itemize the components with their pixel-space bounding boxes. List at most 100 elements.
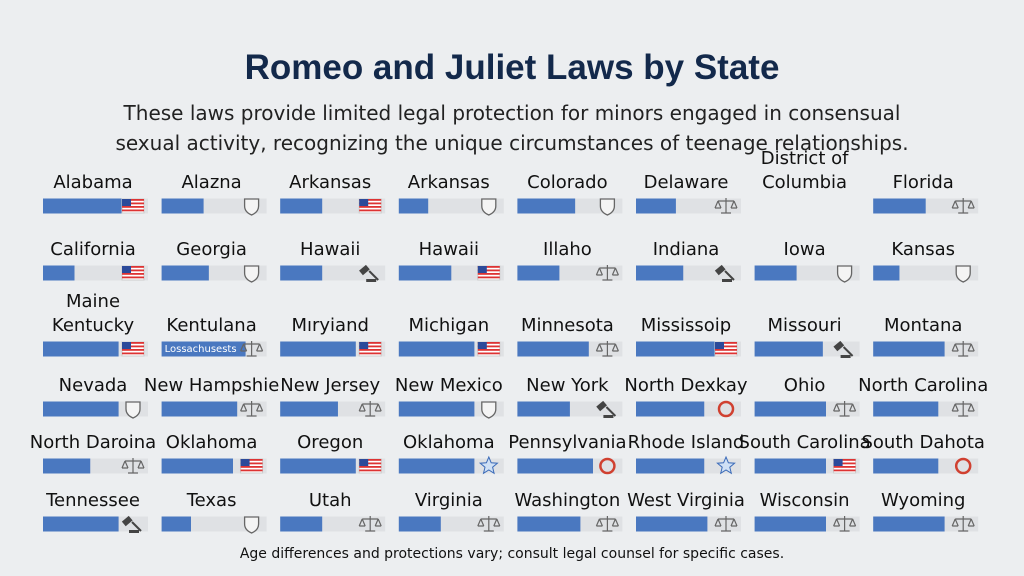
flag-stripe [122, 199, 144, 201]
state-name: Ohio [784, 375, 826, 396]
state-card: Wyoming [873, 490, 979, 532]
flag-stripe [122, 352, 144, 355]
flag-stripe [122, 209, 144, 212]
bar-fill [754, 341, 823, 357]
flag-stripe [359, 466, 382, 468]
scale-icon [714, 198, 738, 214]
state-card: Rhode Island [628, 432, 745, 475]
bar-text: Lossachusests [165, 344, 237, 355]
flag-stripe [122, 349, 144, 351]
flag-stripe [833, 469, 856, 472]
bar-fill [517, 458, 593, 474]
flag-stripe [359, 459, 382, 461]
flag-stripe [715, 349, 737, 351]
flag-stripe [122, 273, 144, 275]
shield-icon [599, 198, 616, 216]
state-name: Pennsylvania [508, 432, 626, 453]
flag-stripe [477, 352, 500, 355]
flag-stripe [477, 349, 500, 351]
scale-icon [121, 458, 145, 474]
state-card: North Daroina [30, 432, 156, 474]
gavel-icon [359, 264, 370, 276]
shield-icon [836, 265, 853, 283]
state-name: District of [761, 148, 849, 169]
state-card: Wisconsin [754, 490, 860, 532]
bar-fill [636, 198, 676, 214]
gavel-handle [605, 406, 617, 417]
state-name: Washington [515, 490, 621, 511]
ring-icon [717, 400, 735, 418]
state-card: Mississoip [636, 315, 741, 357]
bar-fill [280, 265, 323, 281]
bar-fill [873, 401, 939, 417]
bar-fill [754, 401, 826, 417]
state-card: South Dahota [861, 432, 985, 475]
bar-fill [873, 341, 945, 357]
state-name: New Mexico [395, 375, 503, 396]
flag-stripe [359, 345, 382, 348]
gavel-handle [842, 346, 854, 357]
flag-stripe [122, 202, 144, 205]
state-name: Mississoip [641, 315, 731, 336]
state-name: Kansas [891, 239, 955, 260]
scale-icon [951, 341, 975, 357]
title: Romeo and Juliet Laws by State [244, 48, 780, 87]
state-card: Texas [161, 490, 267, 534]
flag-canton [240, 459, 250, 466]
state-name: Wisconsin [760, 490, 850, 511]
scale-icon [951, 516, 975, 532]
state-name: Kentulana [166, 315, 256, 336]
state-card: Oklahoma [398, 432, 504, 475]
state-name: Kentucky [52, 315, 135, 336]
state-card: Oklahoma [161, 432, 267, 474]
bar-fill [754, 516, 826, 532]
state-card: Kentulana Lossachusests [161, 315, 267, 357]
flag-stripe [122, 345, 144, 348]
bar-fill [754, 265, 797, 281]
footer: Age differences and protections vary; co… [239, 546, 785, 562]
flag-stripe [359, 206, 382, 208]
state-card: Pennsylvania [508, 432, 627, 475]
shield-icon [125, 401, 141, 419]
gavel-handle [724, 270, 735, 281]
shield-icon [955, 265, 971, 283]
state-card: New Mexico [395, 375, 504, 419]
bar-fill [161, 458, 233, 474]
state-name: Hawaii [300, 239, 360, 260]
bar-fill [280, 401, 338, 417]
state-card: Oregon [280, 432, 386, 474]
flag-stripe [477, 269, 500, 272]
state-name: Maine [66, 291, 120, 312]
bar-fill [280, 198, 323, 214]
flag-stripe [359, 469, 382, 472]
state-name: Georgia [176, 239, 247, 260]
scale-icon [833, 401, 857, 417]
flag-canton [359, 199, 369, 206]
state-name: Columbia [762, 172, 847, 193]
gavel-handle [368, 270, 379, 281]
state-name: Missouri [768, 315, 842, 336]
state-name: North Carolina [858, 375, 988, 396]
state-name: Rhode Island [628, 432, 745, 453]
flag-canton [477, 266, 487, 273]
state-card: Alazna [161, 172, 267, 216]
flag-stripe [477, 273, 500, 275]
state-name: Iowa [784, 239, 826, 260]
state-name: Indiana [653, 239, 720, 260]
bar-fill [754, 458, 826, 474]
state-name: South Carolina [739, 432, 871, 453]
gavel-handle [131, 521, 142, 532]
shield-icon [481, 401, 497, 419]
flag-stripe [359, 342, 382, 344]
state-card: North Carolina [858, 375, 988, 417]
bar-fill [161, 401, 238, 417]
bar-fill [517, 198, 576, 214]
flag-stripe [122, 269, 144, 272]
state-card: Indiana [636, 239, 741, 282]
state-name: Oklahoma [403, 432, 495, 453]
bar-fill [398, 341, 475, 357]
star-icon [716, 455, 736, 475]
state-name: Nevada [59, 375, 128, 396]
flag-canton [477, 342, 487, 349]
